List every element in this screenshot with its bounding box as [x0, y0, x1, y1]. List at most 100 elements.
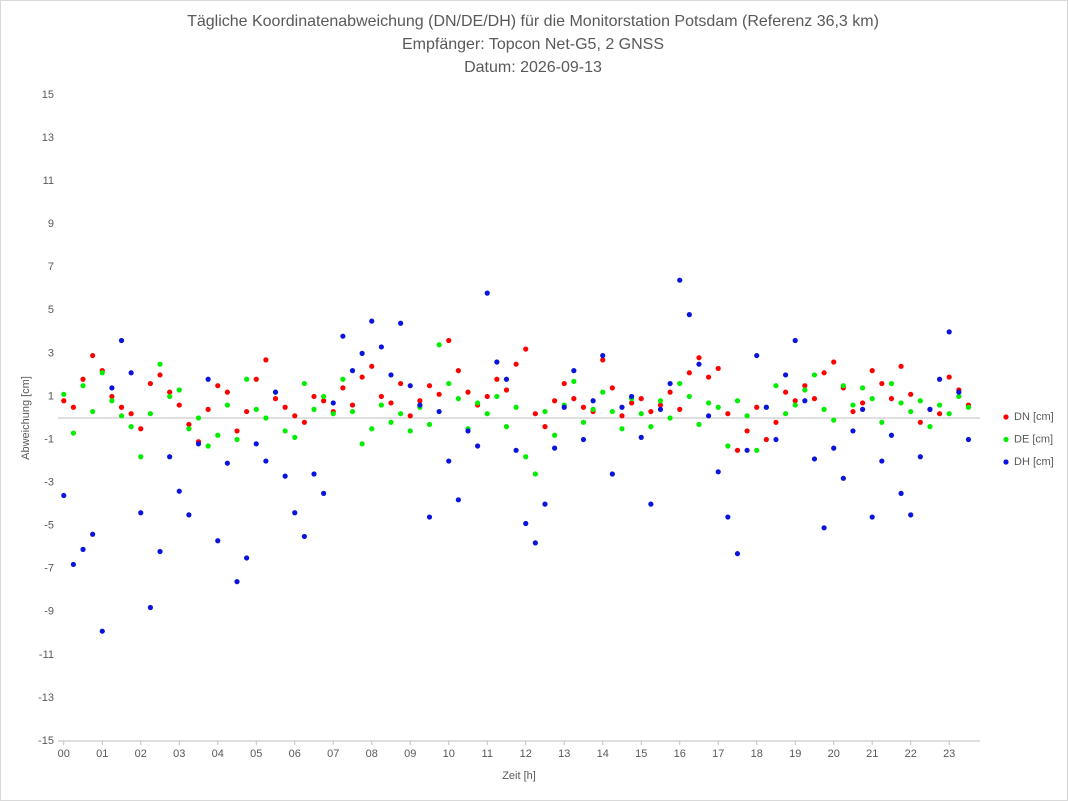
data-point: [513, 361, 519, 367]
data-point: [638, 396, 644, 402]
y-tick-label: -7: [44, 563, 54, 575]
data-point: [99, 370, 105, 376]
data-point: [301, 419, 307, 425]
data-point: [956, 389, 962, 395]
data-point: [301, 380, 307, 387]
data-point: [831, 417, 837, 423]
data-point: [705, 374, 712, 380]
data-point: [946, 329, 952, 335]
data-point: [523, 520, 529, 527]
data-point: [359, 374, 365, 380]
data-point: [552, 445, 558, 451]
data-point: [840, 475, 846, 481]
data-point: [619, 426, 625, 432]
x-tick-label: 09: [404, 748, 416, 760]
x-tick-label: 04: [212, 748, 224, 760]
data-point: [917, 419, 923, 425]
x-tick-label: 12: [520, 748, 532, 760]
x-tick-label: 20: [828, 748, 840, 760]
data-point: [253, 406, 259, 412]
data-point: [609, 408, 615, 415]
data-point: [70, 404, 76, 410]
data-point: [176, 387, 182, 393]
data-point: [705, 400, 712, 406]
data-point: [513, 447, 519, 453]
data-point: [580, 419, 587, 425]
data-point: [340, 376, 346, 382]
chart-subtitle: Datum: 2026-09-13: [464, 59, 602, 76]
data-point: [109, 393, 115, 400]
data-point: [908, 408, 914, 415]
data-point: [407, 383, 413, 389]
data-point: [552, 432, 558, 438]
data-point: [244, 376, 250, 382]
data-point: [349, 368, 356, 374]
data-point: [253, 376, 259, 382]
data-point: [879, 419, 885, 425]
data-point: [850, 408, 856, 415]
data-point: [90, 531, 96, 537]
data-point: [186, 421, 192, 428]
data-point: [571, 396, 577, 402]
data-point: [696, 355, 702, 361]
data-point: [494, 359, 500, 365]
data-point: [215, 538, 221, 544]
data-point: [638, 411, 644, 417]
data-point: [475, 443, 481, 449]
data-point: [917, 454, 923, 460]
data-point: [138, 510, 144, 516]
y-tick-label: -1: [44, 433, 54, 445]
data-point: [657, 402, 664, 408]
data-point: [600, 357, 606, 363]
data-point: [715, 469, 721, 475]
data-point: [263, 357, 269, 363]
data-point: [205, 376, 211, 382]
data-point: [311, 471, 317, 477]
data-point: [138, 426, 144, 432]
data-point: [244, 555, 250, 561]
data-point: [561, 380, 567, 387]
data-point: [494, 393, 500, 400]
data-point: [927, 406, 933, 412]
x-tick-label: 05: [250, 748, 262, 760]
data-point: [773, 383, 779, 389]
data-point: [811, 456, 818, 462]
data-point: [542, 501, 548, 507]
data-point: [600, 389, 606, 395]
data-point: [802, 387, 808, 393]
y-tick-label: -3: [44, 477, 54, 489]
data-point: [157, 372, 163, 378]
data-point: [869, 368, 875, 374]
x-tick-label: 22: [905, 748, 917, 760]
data-point: [552, 398, 558, 404]
x-tick-label: 19: [789, 748, 801, 760]
data-point: [754, 352, 760, 359]
data-point: [782, 372, 789, 378]
data-point: [763, 436, 769, 443]
data-point: [705, 413, 712, 419]
data-point: [484, 411, 490, 417]
data-point: [821, 406, 827, 412]
data-point: [292, 413, 298, 419]
data-point: [677, 380, 683, 387]
data-point: [215, 432, 221, 438]
data-point: [61, 492, 67, 499]
data-point: [446, 337, 452, 344]
data-point: [811, 372, 818, 378]
data-point: [965, 436, 972, 443]
data-point: [542, 408, 548, 415]
data-point: [956, 393, 962, 400]
data-point: [782, 389, 789, 395]
data-point: [176, 488, 182, 494]
data-point: [484, 393, 490, 400]
y-tick-label: 11: [43, 175, 54, 187]
data-point: [532, 471, 538, 477]
data-point: [224, 402, 230, 408]
data-point: [205, 443, 211, 449]
data-point: [734, 551, 741, 557]
x-tick-label: 11: [482, 748, 493, 760]
data-point: [330, 400, 336, 406]
data-point: [426, 421, 433, 428]
data-point: [888, 396, 895, 402]
data-point: [436, 342, 442, 348]
